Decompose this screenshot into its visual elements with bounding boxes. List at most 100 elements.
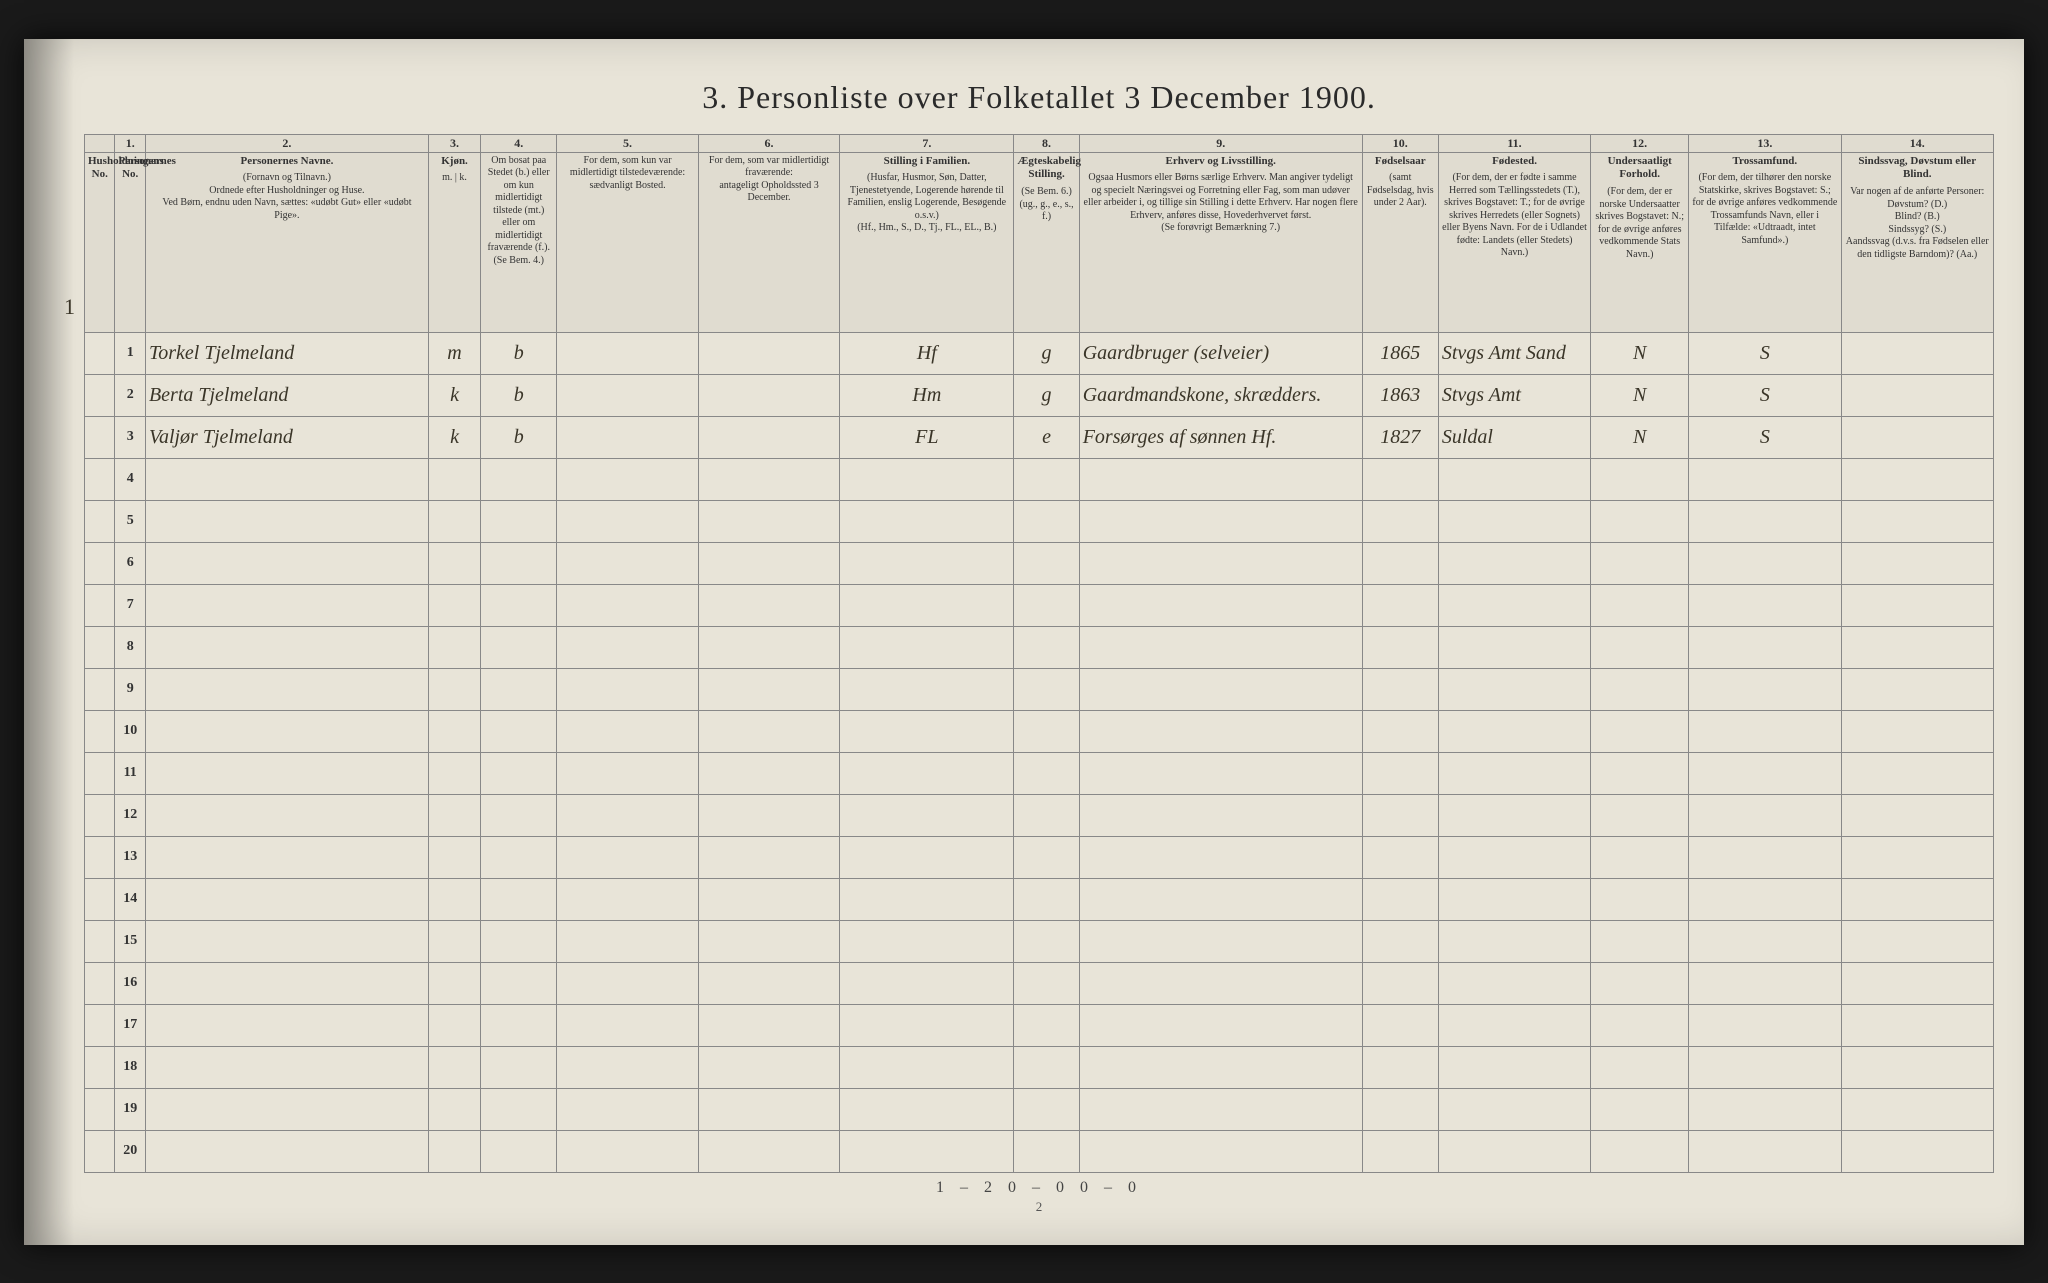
cell-person-number: 7 xyxy=(115,584,145,626)
cell-occ xyxy=(1079,794,1362,836)
cell-name xyxy=(145,962,428,1004)
cell-nat xyxy=(1591,1004,1689,1046)
cell-temp xyxy=(557,962,698,1004)
cell-temp xyxy=(557,752,698,794)
cell-abs xyxy=(698,836,839,878)
cell-person-number: 14 xyxy=(115,878,145,920)
column-header: Erhverv og Livsstilling.Ogsaa Husmors el… xyxy=(1079,152,1362,332)
cell-dis xyxy=(1841,542,1993,584)
cell-sex: k xyxy=(428,416,480,458)
cell-name xyxy=(145,710,428,752)
cell-nat: N xyxy=(1591,332,1689,374)
cell-temp xyxy=(557,878,698,920)
cell-abs xyxy=(698,458,839,500)
cell-rel xyxy=(1689,878,1841,920)
cell-mar xyxy=(1014,710,1079,752)
column-header: Trossamfund.(For dem, der tilhører den n… xyxy=(1689,152,1841,332)
column-header: Kjøn.m. | k. xyxy=(428,152,480,332)
cell-mar: g xyxy=(1014,332,1079,374)
cell-dis xyxy=(1841,416,1993,458)
cell-nat xyxy=(1591,584,1689,626)
cell-fam xyxy=(840,1088,1014,1130)
table-row: 12 xyxy=(85,794,1994,836)
cell-occ xyxy=(1079,626,1362,668)
column-header: Fødested.(For dem, der er fødte i samme … xyxy=(1438,152,1590,332)
cell-person-number: 6 xyxy=(115,542,145,584)
cell-place xyxy=(1438,1046,1590,1088)
cell-sex: k xyxy=(428,374,480,416)
table-body: 1Torkel TjelmelandmbHfgGaardbruger (selv… xyxy=(85,332,1994,1172)
cell-mar xyxy=(1014,458,1079,500)
cell-dis xyxy=(1841,962,1993,1004)
cell-household xyxy=(85,1046,115,1088)
cell-person-number: 10 xyxy=(115,710,145,752)
cell-dis xyxy=(1841,836,1993,878)
cell-rel xyxy=(1689,836,1841,878)
cell-name xyxy=(145,668,428,710)
cell-rel xyxy=(1689,1004,1841,1046)
cell-name xyxy=(145,1046,428,1088)
cell-mar xyxy=(1014,962,1079,1004)
cell-fam xyxy=(840,458,1014,500)
cell-year xyxy=(1362,794,1438,836)
cell-place: Stvgs Amt Sand xyxy=(1438,332,1590,374)
cell-sex xyxy=(428,1130,480,1172)
cell-year xyxy=(1362,458,1438,500)
cell-nat xyxy=(1591,542,1689,584)
cell-occ xyxy=(1079,962,1362,1004)
cell-household xyxy=(85,836,115,878)
cell-name xyxy=(145,752,428,794)
table-row: 3Valjør TjelmelandkbFLeForsørges af sønn… xyxy=(85,416,1994,458)
cell-year xyxy=(1362,836,1438,878)
column-number: 1. xyxy=(115,134,145,152)
cell-rel: S xyxy=(1689,416,1841,458)
cell-res xyxy=(481,626,557,668)
cell-temp xyxy=(557,416,698,458)
cell-abs xyxy=(698,416,839,458)
table-row: 4 xyxy=(85,458,1994,500)
cell-res xyxy=(481,878,557,920)
cell-year xyxy=(1362,668,1438,710)
table-row: 8 xyxy=(85,626,1994,668)
cell-abs xyxy=(698,1130,839,1172)
cell-nat xyxy=(1591,500,1689,542)
table-row: 11 xyxy=(85,752,1994,794)
cell-fam xyxy=(840,626,1014,668)
cell-name xyxy=(145,458,428,500)
cell-dis xyxy=(1841,374,1993,416)
cell-mar xyxy=(1014,1130,1079,1172)
cell-res xyxy=(481,458,557,500)
census-table: 1.2.3.4.5.6.7.8.9.10.11.12.13.14. Hushol… xyxy=(84,134,1994,1173)
table-row: 6 xyxy=(85,542,1994,584)
cell-sex: m xyxy=(428,332,480,374)
cell-name xyxy=(145,920,428,962)
cell-name: Torkel Tjelmeland xyxy=(145,332,428,374)
cell-place xyxy=(1438,794,1590,836)
cell-sex xyxy=(428,710,480,752)
cell-fam xyxy=(840,1046,1014,1088)
cell-name xyxy=(145,836,428,878)
cell-place xyxy=(1438,1004,1590,1046)
cell-res xyxy=(481,794,557,836)
column-header: For dem, som kun var midlertidigt tilste… xyxy=(557,152,698,332)
cell-res xyxy=(481,752,557,794)
cell-nat xyxy=(1591,920,1689,962)
cell-mar xyxy=(1014,626,1079,668)
cell-occ xyxy=(1079,500,1362,542)
table-row: 7 xyxy=(85,584,1994,626)
cell-household xyxy=(85,416,115,458)
column-number xyxy=(85,134,115,152)
cell-nat xyxy=(1591,710,1689,752)
column-header: Fødselsaar(samt Fødselsdag, hvis under 2… xyxy=(1362,152,1438,332)
cell-year xyxy=(1362,584,1438,626)
cell-household xyxy=(85,1088,115,1130)
cell-place xyxy=(1438,710,1590,752)
cell-name: Valjør Tjelmeland xyxy=(145,416,428,458)
table-row: 9 xyxy=(85,668,1994,710)
cell-fam xyxy=(840,836,1014,878)
cell-year xyxy=(1362,1046,1438,1088)
cell-abs xyxy=(698,794,839,836)
cell-occ: Gaardbruger (selveier) xyxy=(1079,332,1362,374)
cell-year: 1863 xyxy=(1362,374,1438,416)
cell-name xyxy=(145,794,428,836)
